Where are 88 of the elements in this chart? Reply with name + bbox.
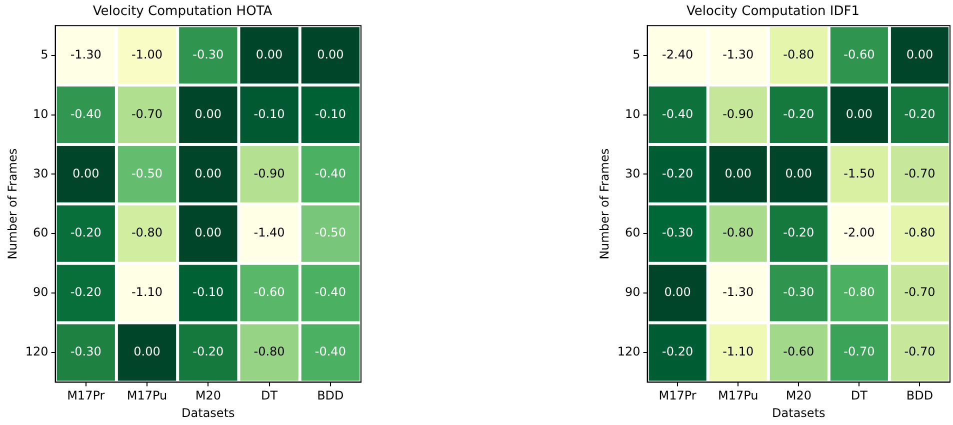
data-label: -0.60 [844,47,875,62]
data-label: -0.10 [314,106,346,121]
x-tick-label: M20 [786,388,812,403]
x-axis-title: Datasets [772,406,826,420]
data-label: -1.30 [722,285,754,300]
data-label: 0.00 [785,166,812,180]
data-label: 0.00 [194,106,222,121]
data-label: 0.00 [664,285,691,300]
data-label: -0.70 [904,166,936,180]
data-label: -0.80 [131,226,163,240]
data-label: -0.80 [783,47,814,62]
y-tick-label: 120 [617,344,640,359]
data-label: -0.90 [722,106,754,121]
data-label: -1.30 [722,47,754,62]
y-tick-label: 30 [625,166,640,180]
x-tick-label: M17Pr [658,388,696,403]
data-label: -0.20 [904,106,936,121]
data-label: -0.30 [662,226,694,240]
data-label: 0.00 [134,344,160,359]
x-tick-label: M17Pu [126,388,168,403]
data-label: -2.00 [844,226,875,240]
data-label: -0.70 [131,106,163,121]
y-tick-label: 90 [625,285,640,300]
x-tick-label: DT [261,388,278,403]
data-label: 0.00 [256,47,283,62]
y-tick-label: 5 [40,47,48,62]
data-label: -0.20 [662,344,694,359]
data-label: -0.70 [904,344,936,359]
y-tick-label: 120 [25,344,48,359]
data-label: -0.20 [192,344,224,359]
data-label: -0.40 [314,166,346,180]
chart-title: Velocity Computation HOTA [92,4,272,20]
data-label: -1.30 [70,47,102,62]
data-label: 0.00 [317,47,344,62]
y-tick-label: 60 [33,226,48,240]
data-label: -0.40 [314,285,346,300]
data-label: -1.10 [131,285,163,300]
data-label: -0.30 [192,47,224,62]
data-label: 0.00 [724,166,752,180]
x-tick-label: M20 [195,388,221,403]
data-label: 0.00 [906,47,934,62]
data-label: -0.60 [254,285,285,300]
y-tick-label: 10 [625,106,640,121]
data-label: -1.50 [844,166,875,180]
data-label: 0.00 [194,166,222,180]
data-label: -1.40 [254,226,285,240]
data-label: 0.00 [194,226,222,240]
x-axis-title: Datasets [182,406,235,420]
x-tick-label: BDD [906,388,934,403]
data-label: -0.80 [254,344,285,359]
y-tick-label: 10 [33,106,48,121]
y-tick-label: 5 [632,47,640,62]
y-axis-title: Number of Frames [597,148,612,260]
y-tick-label: 60 [625,226,640,240]
data-label: -0.80 [844,285,875,300]
data-label: -0.30 [70,344,102,359]
data-label: -0.60 [783,344,814,359]
y-axis-title: Number of Frames [5,148,20,260]
data-label: -0.30 [783,285,814,300]
data-label: 0.00 [72,166,100,180]
data-label: -2.40 [662,47,694,62]
data-label: -0.20 [783,106,814,121]
data-label: -0.20 [70,226,102,240]
data-label: -0.80 [722,226,754,240]
chart-title: Velocity Computation IDF1 [686,4,860,20]
data-label: -0.20 [783,226,814,240]
data-label: -0.40 [314,344,346,359]
data-label: -0.50 [314,226,346,240]
x-tick-label: BDD [317,388,344,403]
data-label: -1.00 [131,47,163,62]
data-label: -0.70 [904,285,936,300]
y-tick-label: 30 [33,166,48,180]
data-label: -0.10 [254,106,285,121]
data-label: -1.10 [722,344,754,359]
data-label: -0.40 [662,106,694,121]
data-label: -0.90 [254,166,285,180]
data-label: -0.10 [192,285,224,300]
data-label: -0.20 [70,285,102,300]
data-label: -0.20 [662,166,694,180]
x-tick-label: DT [850,388,868,403]
data-label: -0.50 [131,166,163,180]
x-tick-label: M17Pu [718,388,758,403]
data-label: -0.70 [844,344,875,359]
data-label: -0.40 [70,106,102,121]
data-label: 0.00 [846,106,873,121]
y-tick-label: 90 [33,285,48,300]
x-tick-label: M17Pr [67,388,105,403]
data-label: -0.80 [904,226,936,240]
